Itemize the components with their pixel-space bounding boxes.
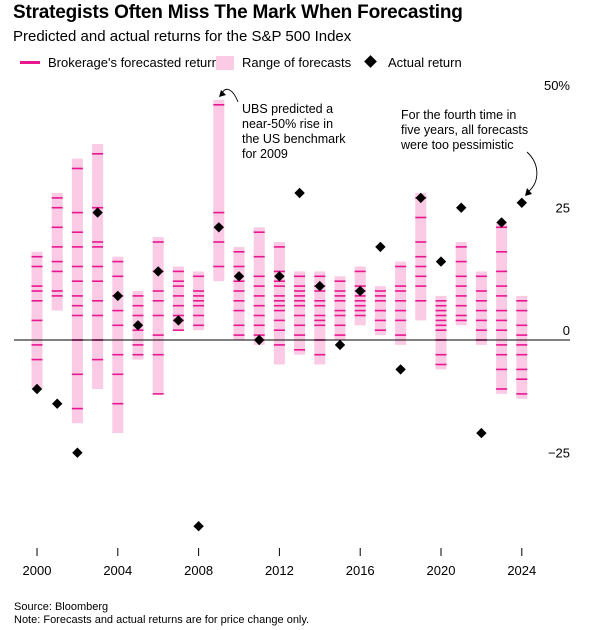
actual-marker-2014 (314, 280, 325, 292)
actual-marker-2003 (92, 207, 103, 218)
range-bar-2013 (294, 271, 306, 355)
annotation-ubs-line: for 2009 (242, 147, 288, 161)
y-tick-label: 25 (556, 201, 570, 216)
annotation-fourth-line: were too pessimistic (400, 138, 514, 152)
legend-label-range: Range of forecasts (242, 55, 352, 70)
y-tick-label: 0 (563, 323, 570, 338)
annotation-fourth-arrowhead (525, 188, 532, 196)
annotation-fourth-arrow (526, 151, 538, 193)
actual-marker-2015 (334, 339, 346, 351)
actual-marker-2008 (193, 521, 204, 532)
source-note: Source: Bloomberg (14, 601, 109, 613)
range-bar-2002 (71, 158, 83, 424)
range-bar-2021 (455, 242, 467, 326)
actual-marker-2009 (213, 222, 224, 233)
actual-marker-2023 (496, 217, 507, 228)
actual-marker-2022 (476, 427, 487, 439)
legend-item-range: Range of forecasts (216, 54, 356, 72)
chart-subtitle: Predicted and actual returns for the S&P… (13, 28, 352, 45)
annotation-ubs-line: near-50% rise in (242, 117, 333, 131)
actual-marker-2002 (72, 447, 83, 458)
range-bar-2014 (314, 271, 326, 365)
actual-marker-2019 (415, 192, 426, 204)
range-bar-2020 (435, 295, 447, 370)
actual-marker-2017 (375, 241, 386, 253)
actual-marker-2011 (254, 334, 265, 346)
x-tick-label: 2012 (265, 563, 294, 578)
actual-returns (31, 187, 527, 532)
range-bar-2012 (273, 242, 285, 365)
range-bar-2018 (395, 261, 407, 345)
annotation-ubs-line: UBS predicted a (242, 102, 333, 116)
x-tick-label: 2024 (507, 563, 536, 578)
chart-title: Strategists Often Miss The Mark When For… (13, 2, 463, 23)
legend-label-forecast: Brokerage's forecasted return (48, 55, 219, 70)
y-tick-label: −25 (548, 446, 570, 461)
actual-marker-2001 (52, 398, 63, 409)
y-axis: 50% 25 0 −25 (544, 78, 570, 461)
range-bar-2009 (213, 99, 225, 282)
actual-marker-2021 (456, 202, 467, 213)
actual-marker-2005 (132, 320, 144, 331)
forecast-ticks (31, 104, 528, 410)
range-bar-2022 (475, 271, 487, 345)
range-bar-2024 (516, 295, 528, 399)
annotation-fourth-line: For the fourth time in (401, 108, 516, 122)
range-bar-2001 (51, 193, 63, 311)
legend-item-forecast: Brokerage's forecasted return (18, 54, 219, 72)
annotation-ubs-line: the US benchmark (242, 132, 346, 146)
actual-marker-2018 (395, 364, 406, 375)
range-bar-2007 (172, 266, 184, 331)
annotation-ubs-arrow (221, 88, 239, 103)
actual-marker-2010 (233, 271, 245, 282)
range-swatch (216, 56, 234, 70)
x-tick-label: 2000 (23, 563, 52, 578)
actual-marker-2007 (173, 315, 184, 326)
range-bar-2010 (233, 246, 245, 340)
x-tick-label: 2016 (346, 563, 375, 578)
x-tick-label: 2008 (184, 563, 213, 578)
range-bar-2004 (112, 256, 124, 434)
x-tick-label: 2020 (427, 563, 456, 578)
legend-item-actual: Actual return (364, 54, 474, 72)
actual-marker-2016 (355, 285, 366, 297)
range-bar-2023 (496, 222, 508, 394)
legend-label-actual: Actual return (388, 55, 462, 70)
actual-marker-2012 (274, 271, 285, 282)
actual-marker-2004 (112, 290, 123, 302)
x-axis: 2000 2004 2008 2012 2016 2020 2024 (23, 548, 536, 578)
actual-marker-2013 (294, 187, 305, 199)
range-bar-2015 (334, 276, 346, 340)
actual-marker-2000 (31, 383, 43, 395)
forecast-tick-swatch (20, 61, 40, 64)
actual-marker-2006 (153, 266, 164, 277)
annotation-ubs-arrowhead (219, 90, 226, 97)
actual-marker-2020 (435, 256, 447, 267)
actual-marker-2024 (516, 197, 527, 208)
y-tick-label: 50% (544, 78, 570, 93)
annotation-fourth-line: five years, all forecasts (401, 123, 528, 137)
x-tick-label: 2004 (103, 563, 132, 578)
footnote: Note: Forecasts and actual returns are f… (14, 614, 310, 626)
